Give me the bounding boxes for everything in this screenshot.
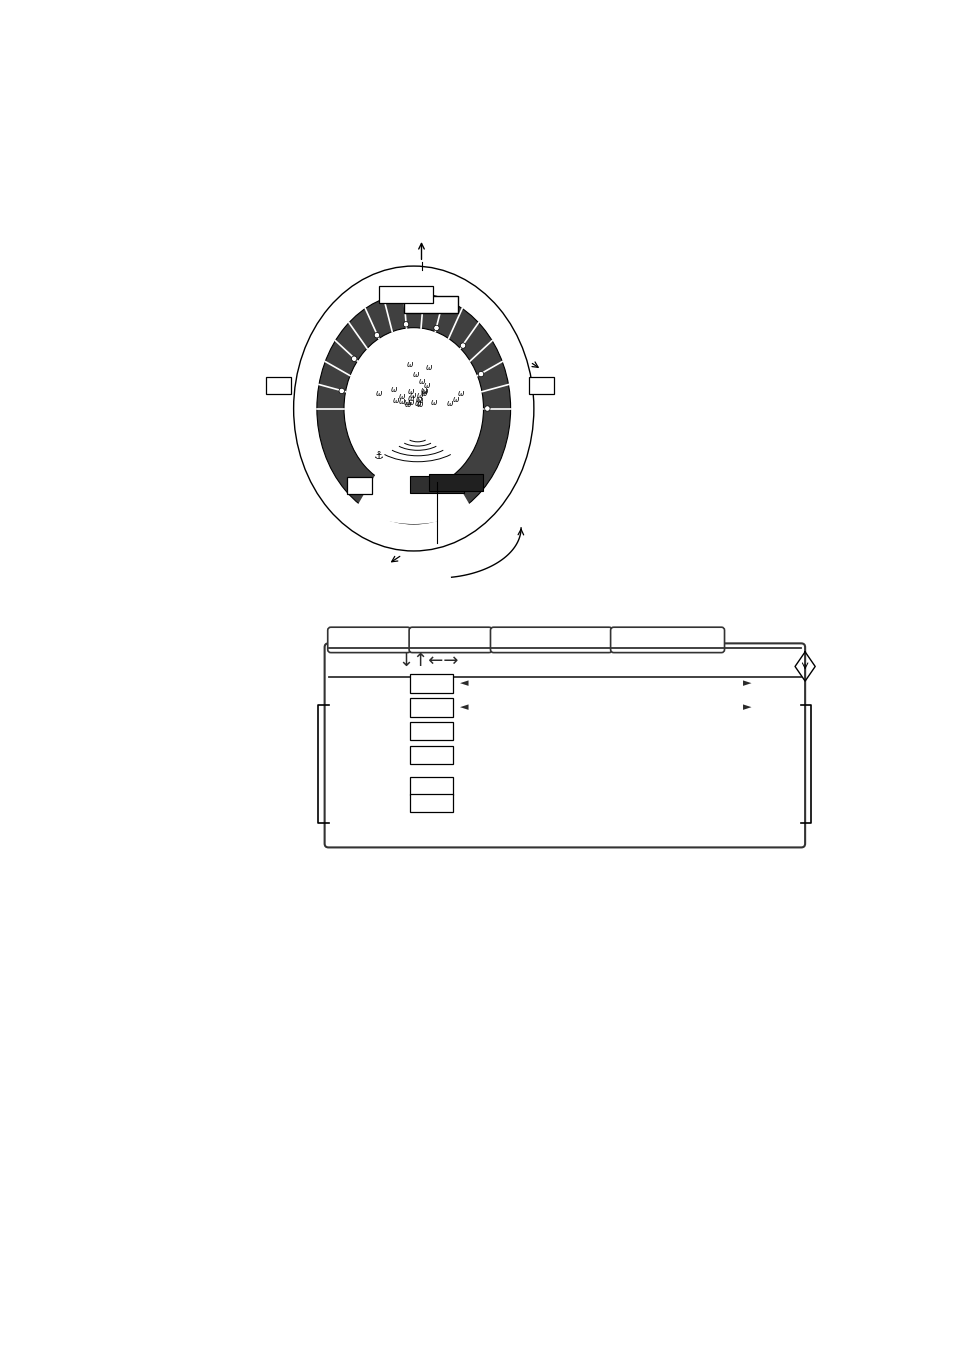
Ellipse shape [374, 332, 379, 338]
Ellipse shape [316, 293, 510, 524]
Bar [347, 477, 372, 494]
Text: ω: ω [430, 399, 436, 408]
Text: ω: ω [416, 396, 422, 405]
Text: ω: ω [416, 400, 422, 409]
Text: ω: ω [413, 370, 419, 378]
Text: ◄: ◄ [459, 678, 468, 689]
Text: ω: ω [458, 389, 464, 399]
Text: ↓↑←→: ↓↑←→ [397, 653, 458, 670]
Text: ω: ω [416, 390, 422, 400]
Text: ◄: ◄ [459, 703, 468, 712]
Text: ω: ω [390, 385, 396, 394]
FancyBboxPatch shape [324, 643, 804, 847]
Ellipse shape [403, 322, 408, 327]
Wedge shape [355, 471, 472, 524]
Text: ω: ω [408, 399, 415, 407]
Text: ω: ω [418, 377, 425, 386]
FancyBboxPatch shape [490, 627, 612, 653]
Text: ω: ω [415, 400, 421, 408]
Ellipse shape [351, 357, 356, 362]
Ellipse shape [484, 405, 490, 411]
Bar [410, 793, 452, 812]
Text: ω: ω [405, 400, 412, 409]
Bar [410, 777, 452, 794]
Text: ω: ω [408, 386, 415, 396]
Text: ω: ω [408, 394, 414, 403]
Text: ω: ω [420, 389, 426, 399]
Text: ω: ω [420, 386, 427, 396]
Bar [410, 674, 452, 693]
Bar [410, 746, 452, 765]
Text: ω: ω [425, 363, 432, 373]
FancyBboxPatch shape [328, 627, 410, 653]
Text: ω: ω [416, 394, 421, 404]
Text: ω: ω [410, 390, 416, 400]
Bar [410, 721, 452, 740]
Ellipse shape [477, 372, 483, 377]
Text: ⚓: ⚓ [374, 451, 383, 461]
FancyBboxPatch shape [410, 477, 464, 493]
Text: ω: ω [453, 394, 459, 404]
Ellipse shape [459, 343, 465, 349]
Bar [410, 698, 452, 716]
Bar [378, 286, 433, 303]
Text: ►: ► [742, 678, 751, 689]
FancyBboxPatch shape [429, 474, 483, 490]
Text: ►: ► [742, 703, 751, 712]
Ellipse shape [338, 388, 344, 393]
Text: ω: ω [421, 388, 428, 396]
Ellipse shape [434, 326, 438, 331]
Text: ω: ω [406, 359, 413, 369]
Text: ω: ω [424, 381, 430, 390]
Bar [266, 377, 291, 394]
Bar [529, 377, 554, 394]
Ellipse shape [344, 328, 483, 489]
Text: ω: ω [393, 396, 398, 405]
FancyBboxPatch shape [610, 627, 723, 653]
Text: ω: ω [446, 399, 453, 408]
Text: ω: ω [375, 389, 382, 399]
Text: ω: ω [398, 392, 405, 401]
FancyBboxPatch shape [403, 296, 457, 313]
FancyBboxPatch shape [409, 627, 492, 653]
Text: ω: ω [403, 399, 410, 408]
Text: ω: ω [398, 397, 405, 405]
